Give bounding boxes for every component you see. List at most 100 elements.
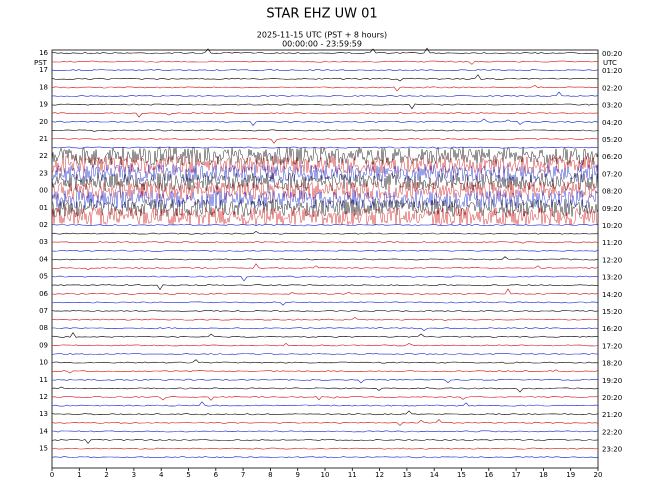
left-label: 10 bbox=[39, 359, 48, 367]
right-label: 01:20 bbox=[602, 67, 622, 75]
left-label: 14 bbox=[39, 427, 48, 435]
trace bbox=[51, 146, 599, 166]
x-tick-label: 4 bbox=[159, 471, 164, 478]
right-label: 00:20 bbox=[602, 50, 622, 58]
left-label: 08 bbox=[39, 324, 48, 332]
trace bbox=[51, 197, 599, 217]
chart-subtitle: 00:00:00 - 23:59:59 bbox=[282, 40, 362, 49]
x-tick-label: 16 bbox=[484, 471, 493, 478]
right-label: 03:20 bbox=[602, 102, 622, 110]
x-tick-label: 0 bbox=[50, 471, 54, 478]
x-tick-label: 8 bbox=[268, 471, 272, 478]
right-label: 14:20 bbox=[602, 291, 622, 299]
right-label: 15:20 bbox=[602, 308, 622, 316]
trace bbox=[51, 419, 599, 426]
trace bbox=[51, 138, 598, 144]
x-tick-label: 11 bbox=[348, 471, 357, 478]
trace bbox=[51, 256, 599, 261]
right-label: 16:20 bbox=[602, 325, 622, 333]
x-tick-label: 9 bbox=[295, 471, 299, 478]
right-label: 18:20 bbox=[602, 360, 622, 368]
trace bbox=[51, 401, 599, 407]
left-label: 22 bbox=[39, 152, 48, 160]
left-axis-label: PST bbox=[34, 59, 48, 67]
trace bbox=[51, 224, 599, 227]
x-tick-label: 15 bbox=[457, 471, 466, 478]
trace bbox=[51, 410, 599, 416]
left-label: 20 bbox=[39, 118, 48, 126]
trace bbox=[51, 378, 599, 384]
right-label: 23:20 bbox=[602, 446, 622, 454]
right-label: 08:20 bbox=[602, 188, 622, 196]
left-label: 05 bbox=[39, 273, 48, 281]
trace bbox=[51, 85, 599, 92]
right-label: 17:20 bbox=[602, 342, 622, 350]
x-tick-label: 1 bbox=[77, 471, 81, 478]
right-label: 11:20 bbox=[602, 239, 622, 247]
x-tick-label: 20 bbox=[594, 471, 603, 478]
trace bbox=[51, 359, 599, 364]
trace bbox=[51, 396, 599, 401]
left-label: 09 bbox=[39, 341, 48, 349]
trace bbox=[51, 118, 599, 126]
trace bbox=[51, 447, 599, 450]
x-tick-label: 13 bbox=[402, 471, 411, 478]
x-tick-label: 7 bbox=[241, 471, 245, 478]
trace bbox=[51, 249, 599, 252]
right-label: 07:20 bbox=[602, 170, 622, 178]
right-label: 02:20 bbox=[602, 84, 622, 92]
right-label: 22:20 bbox=[602, 428, 622, 436]
left-label: 13 bbox=[39, 410, 48, 418]
x-tick-label: 6 bbox=[214, 471, 219, 478]
right-label: 05:20 bbox=[602, 136, 622, 144]
trace bbox=[51, 129, 599, 132]
trace bbox=[51, 332, 599, 338]
trace bbox=[51, 69, 599, 72]
trace bbox=[51, 146, 598, 149]
left-label: 01 bbox=[39, 204, 48, 212]
chart-subtitle: 2025-11-15 UTC (PST + 8 hours) bbox=[257, 31, 387, 40]
trace bbox=[51, 74, 599, 82]
x-tick-label: 14 bbox=[430, 471, 439, 478]
trace bbox=[51, 327, 599, 331]
trace bbox=[51, 60, 599, 65]
left-label: 23 bbox=[39, 169, 48, 177]
right-label: 10:20 bbox=[602, 222, 622, 230]
left-label: 03 bbox=[39, 238, 48, 246]
trace bbox=[51, 310, 599, 312]
trace bbox=[51, 386, 599, 393]
trace bbox=[51, 430, 599, 433]
left-label: 16 bbox=[39, 49, 48, 57]
left-label: 07 bbox=[39, 307, 48, 315]
right-label: 13:20 bbox=[602, 274, 622, 282]
left-label: 21 bbox=[39, 135, 48, 143]
trace bbox=[51, 353, 599, 355]
trace bbox=[51, 163, 599, 184]
trace bbox=[51, 369, 599, 374]
trace bbox=[51, 207, 599, 226]
right-label: 20:20 bbox=[602, 394, 622, 402]
trace bbox=[51, 172, 599, 191]
right-label: 09:20 bbox=[602, 205, 622, 213]
trace bbox=[51, 439, 599, 444]
left-label: 06 bbox=[39, 290, 48, 298]
right-label: 21:20 bbox=[602, 411, 622, 419]
trace bbox=[51, 112, 599, 118]
x-tick-label: 19 bbox=[566, 471, 575, 478]
trace bbox=[51, 189, 599, 210]
right-label: 12:20 bbox=[602, 256, 622, 264]
x-tick-label: 10 bbox=[321, 471, 330, 478]
trace bbox=[51, 288, 599, 296]
trace bbox=[51, 155, 599, 175]
trace bbox=[51, 241, 599, 244]
left-label: 15 bbox=[39, 445, 48, 453]
right-axis-label: UTC bbox=[603, 59, 617, 67]
trace bbox=[52, 91, 599, 97]
left-label: 04 bbox=[39, 255, 48, 263]
trace bbox=[51, 263, 599, 271]
trace bbox=[51, 181, 599, 201]
left-label: 17 bbox=[39, 66, 48, 74]
x-tick-label: 17 bbox=[512, 471, 521, 478]
